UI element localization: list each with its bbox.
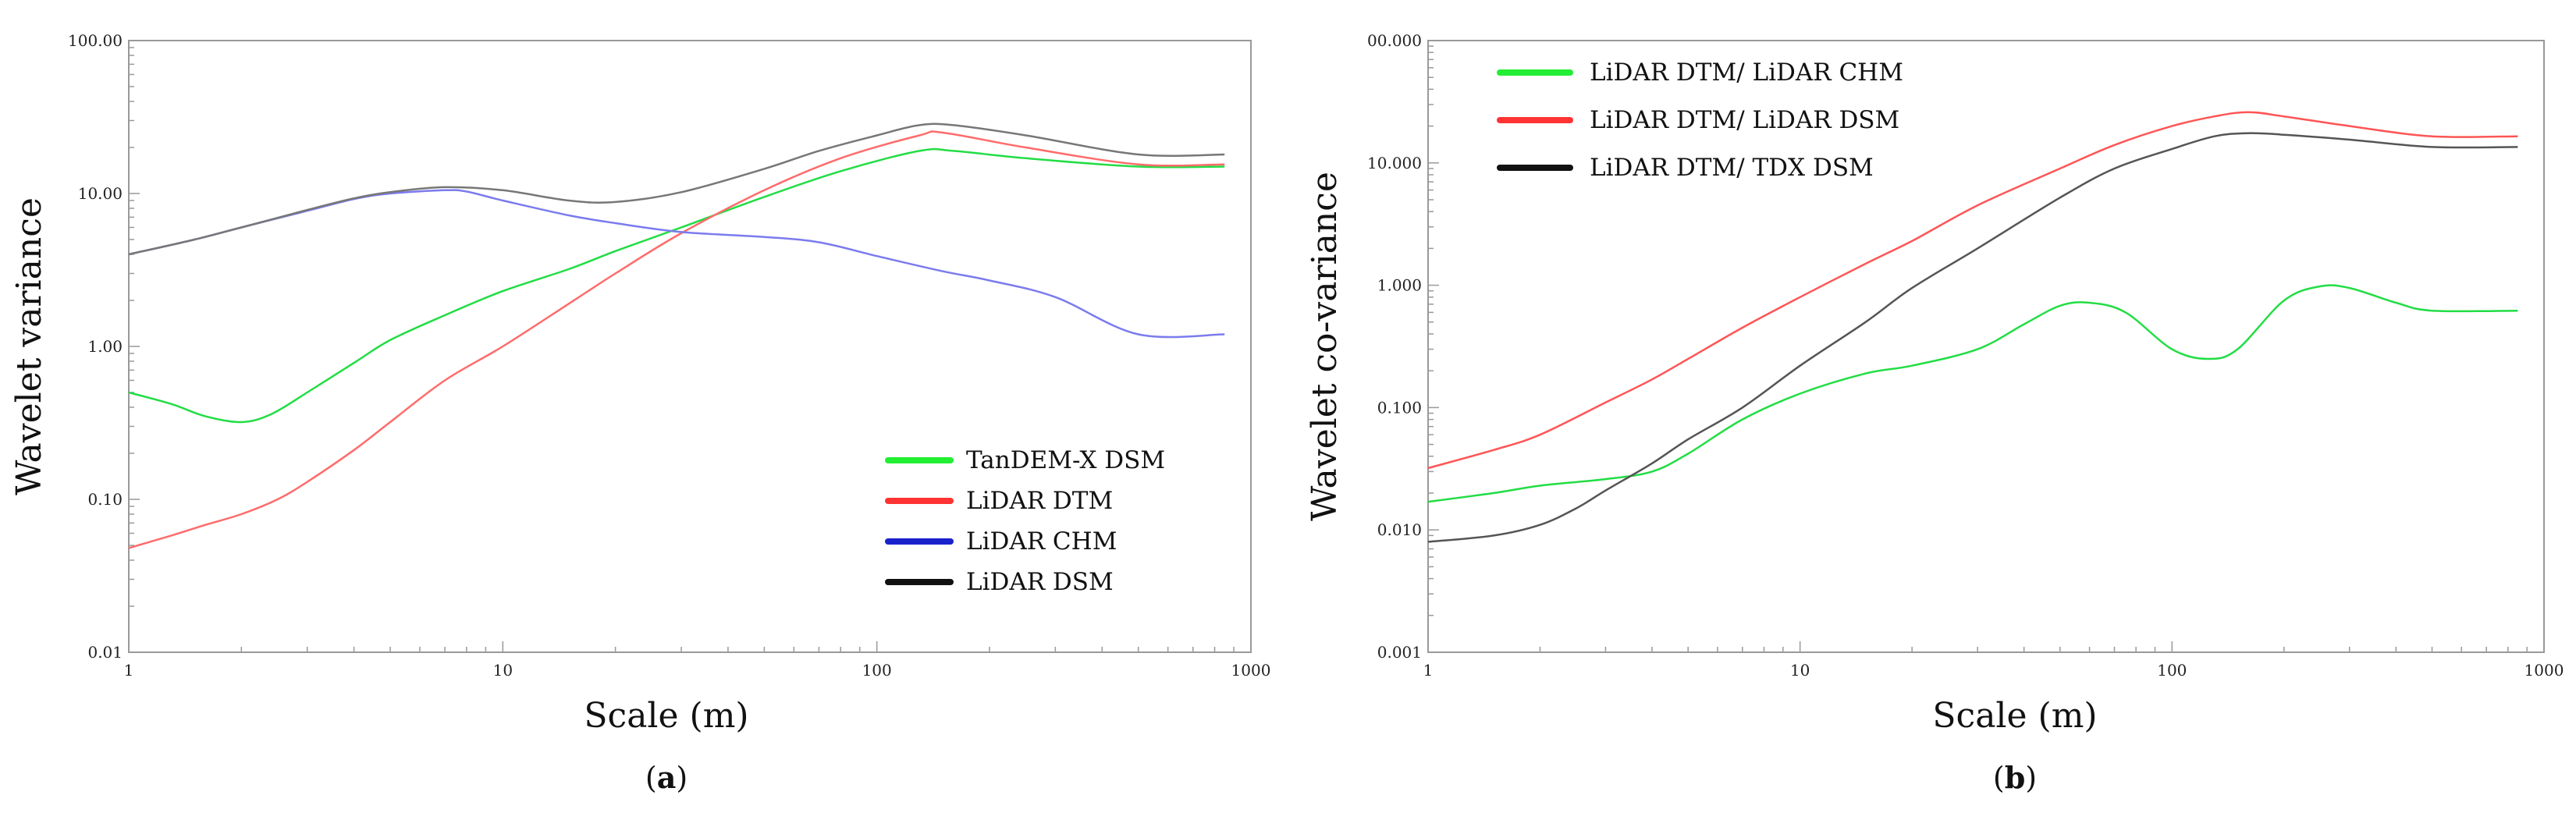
y-tick-label: 0.001 xyxy=(1377,643,1422,662)
y-tick-label: 1.00 xyxy=(87,337,123,356)
panel-b: 1 10 100 1000 0.001 0.010 0.100 1.000 10.000 00.0… xyxy=(1305,31,2564,795)
x-tick-label: 100 xyxy=(862,661,892,680)
y-axis-title-b: Wavelet co-variance xyxy=(1305,172,1345,521)
series-line-0 xyxy=(128,147,1225,424)
series-line-1 xyxy=(128,130,1225,549)
series-line-3 xyxy=(128,122,1225,256)
y-tick-label: 0.01 xyxy=(87,643,123,662)
y-tick-label: 10.00 xyxy=(78,184,123,203)
legend-label: LiDAR DTM/ LiDAR DSM xyxy=(1590,106,1899,134)
x-tick-label: 1000 xyxy=(1231,661,1271,680)
y-tick-label: 100.00 xyxy=(68,31,123,50)
x-tick-label: 1000 xyxy=(2524,661,2564,680)
plot-frame-b xyxy=(1427,40,2545,653)
legend-label: LiDAR DTM xyxy=(966,487,1113,515)
series-line-1 xyxy=(1427,111,2518,470)
legend-b: LiDAR DTM/ LiDAR CHM LiDAR DTM/ LiDAR DSM… xyxy=(1497,59,1903,182)
legend-label: LiDAR DTM/ LiDAR CHM xyxy=(1590,59,1903,87)
x-tick-label: 1 xyxy=(124,661,134,680)
y-tick-label: 0.100 xyxy=(1377,398,1422,417)
series-line-2 xyxy=(128,189,1225,339)
x-tick-label: 1 xyxy=(1423,661,1434,680)
caption-b: (b) xyxy=(1993,760,2037,795)
legend-label: LiDAR CHM xyxy=(966,527,1117,556)
series-lines-b xyxy=(1427,111,2518,543)
legend-label: LiDAR DTM/ TDX DSM xyxy=(1590,154,1874,182)
x-tick-label: 10 xyxy=(493,661,513,680)
series-lines-a xyxy=(128,122,1225,549)
x-axis-title-b: Scale (m) xyxy=(1932,696,2097,736)
y-tick-label: 0.10 xyxy=(87,490,123,509)
y-tick-label: 1.000 xyxy=(1377,276,1422,295)
series-line-0 xyxy=(1427,284,2518,503)
x-tick-label: 100 xyxy=(2157,661,2187,680)
ticks-a: 1 10 100 1000 0.01 0.10 1.00 10.00 100.00 xyxy=(68,31,1270,680)
legend-label: TanDEM-X DSM xyxy=(966,446,1165,474)
series-line-2 xyxy=(1427,132,2518,543)
y-tick-label: 10.000 xyxy=(1367,154,1422,172)
y-tick-label: 0.010 xyxy=(1377,520,1422,539)
y-tick-label: 00.000 xyxy=(1367,31,1422,50)
caption-a: (a) xyxy=(645,760,688,795)
legend-a: TanDEM-X DSM LiDAR DTM LiDAR CHM LiDAR DSM xyxy=(885,446,1165,596)
x-axis-title-a: Scale (m) xyxy=(584,696,748,736)
panel-a: 1 10 100 1000 0.01 0.10 1.00 10.00 100.00 TanDEM… xyxy=(9,31,1270,795)
ticks-b: 1 10 100 1000 0.001 0.010 0.100 1.000 10.000 00.0… xyxy=(1367,31,2564,680)
plot-frame-a xyxy=(128,40,1252,653)
y-axis-title-a: Wavelet variance xyxy=(9,197,49,495)
x-tick-label: 10 xyxy=(1790,661,1810,680)
legend-label: LiDAR DSM xyxy=(966,568,1114,596)
